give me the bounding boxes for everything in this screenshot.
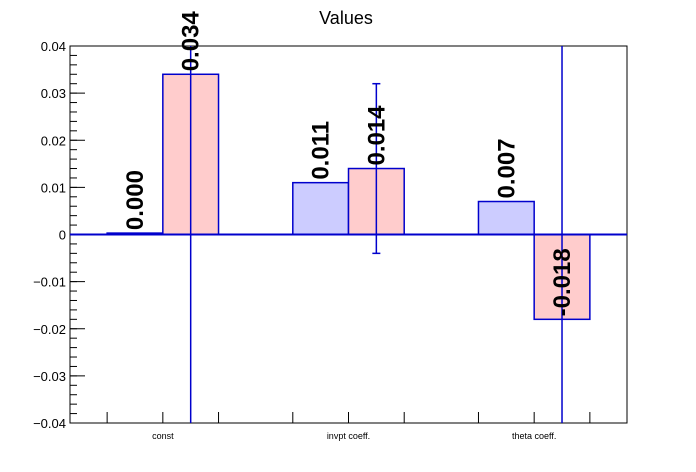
y-tick-label: 0 bbox=[59, 228, 66, 243]
y-tick-label: 0.02 bbox=[41, 133, 66, 148]
data-label: 0.011 bbox=[308, 121, 335, 180]
y-tick-label: 0.01 bbox=[41, 180, 66, 195]
y-tick-label: −0.04 bbox=[33, 416, 66, 431]
x-category-label: const bbox=[152, 431, 174, 441]
data-label: -0.018 bbox=[549, 248, 576, 316]
y-tick-label: 0.04 bbox=[41, 39, 66, 54]
x-category-label: invpt coeff. bbox=[327, 431, 370, 441]
x-category-label: theta coeff. bbox=[512, 431, 556, 441]
chart-title: Values bbox=[319, 8, 373, 28]
plot-area: −0.04 −0.03 −0.02 −0.01 0 0.01 0.02 0.03 0.04 con… bbox=[33, 11, 628, 441]
data-label: 0.034 bbox=[178, 11, 205, 72]
data-label: 0.007 bbox=[493, 138, 520, 198]
y-tick-label: −0.02 bbox=[33, 322, 66, 337]
y-tick-label: −0.03 bbox=[33, 369, 66, 384]
data-label: 0.000 bbox=[122, 170, 149, 230]
data-label: 0.014 bbox=[363, 105, 390, 166]
y-tick-label: 0.03 bbox=[41, 86, 66, 101]
bar bbox=[477, 200, 535, 236]
bar bbox=[292, 181, 350, 236]
y-tick-label: −0.01 bbox=[33, 275, 66, 290]
